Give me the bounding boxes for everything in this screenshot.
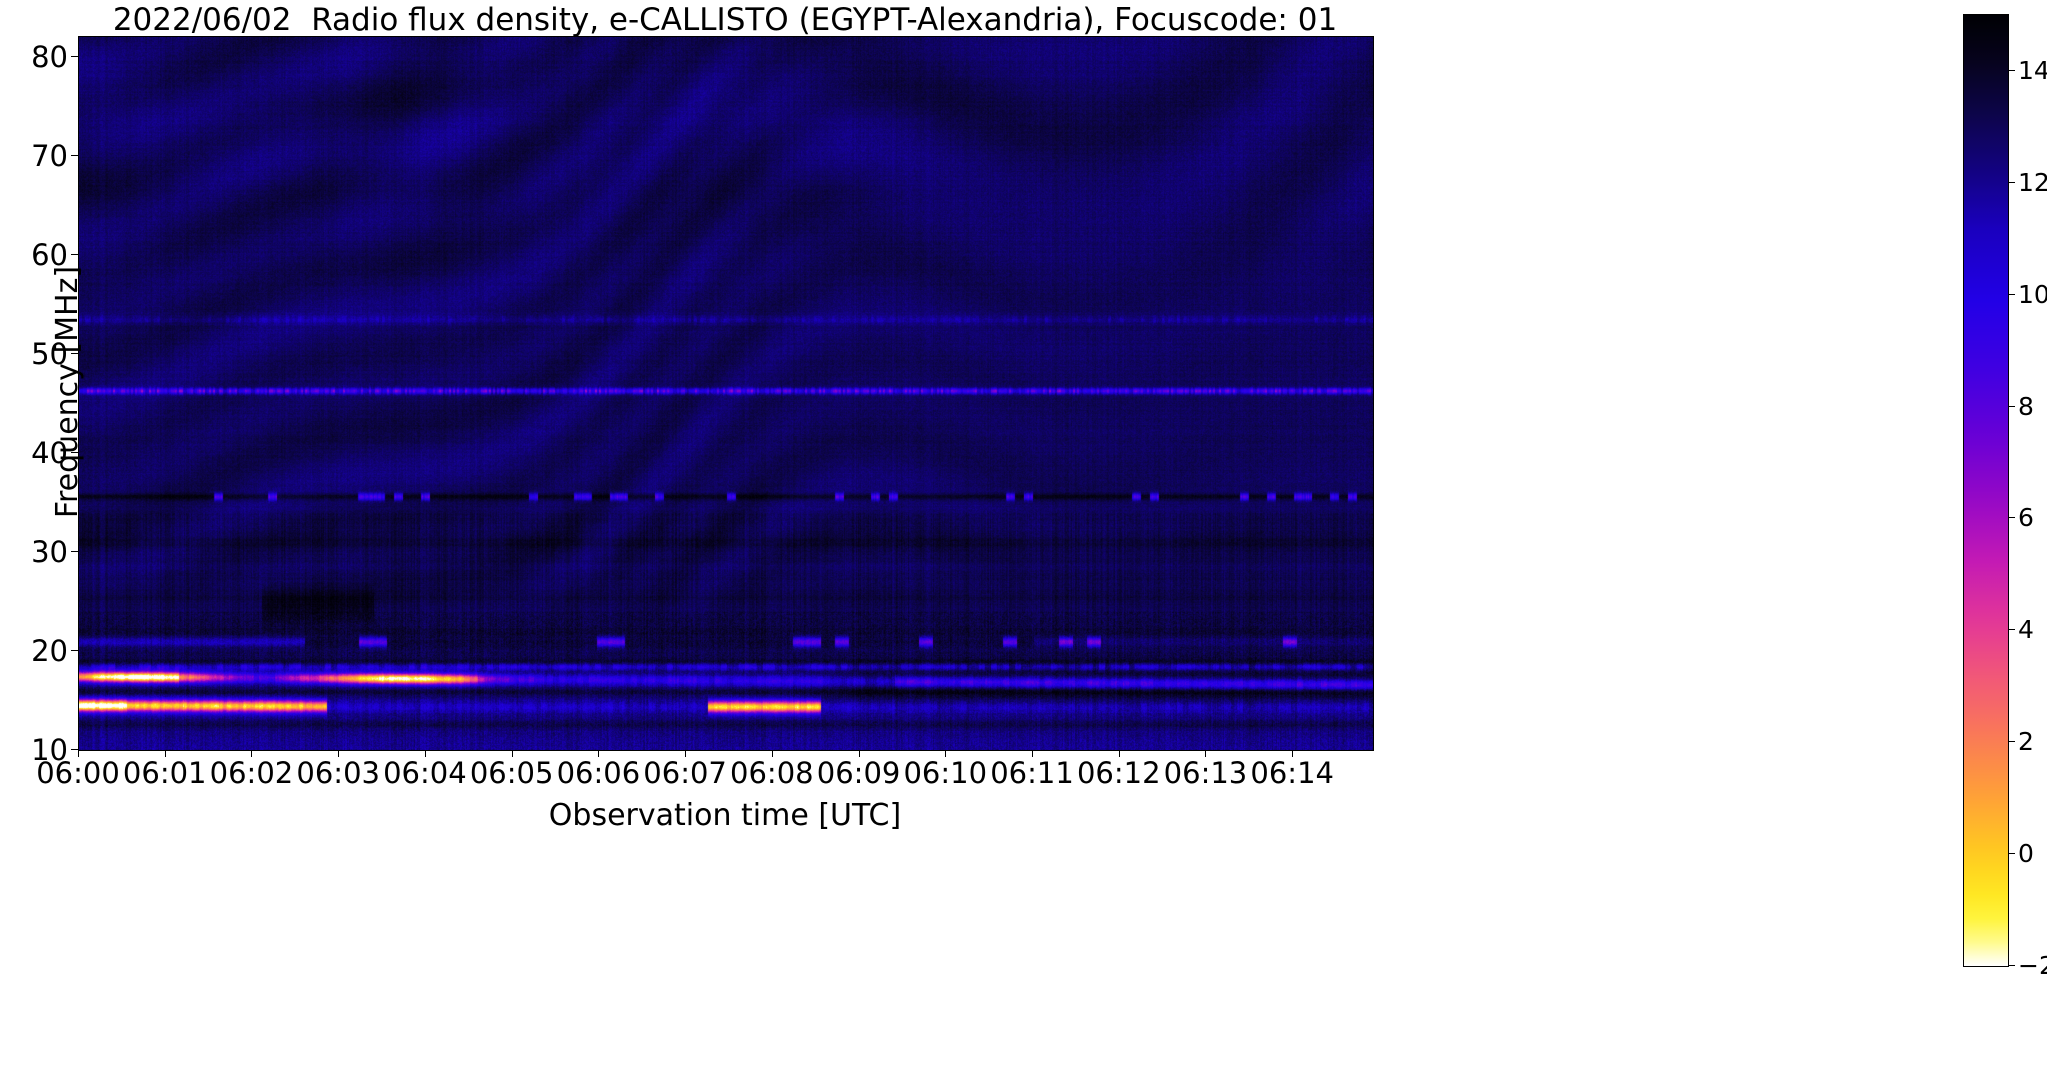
x-axis-tick-mark (945, 750, 947, 757)
spectrogram-heatmap (79, 37, 1373, 750)
x-axis-tick-mark (424, 750, 426, 757)
y-axis-tick-label: 70 (31, 138, 68, 173)
x-axis-tick-mark (338, 750, 340, 757)
y-axis-tick-label: 40 (31, 435, 68, 470)
colorbar-tick-label: 12 (2018, 167, 2047, 197)
x-axis-tick-mark (858, 750, 860, 757)
x-axis-tick-mark (598, 750, 600, 757)
colorbar-tick-label: 0 (2018, 839, 2034, 869)
colorbar-tick-mark (2008, 741, 2015, 743)
x-axis-tick-label: 06:12 (1076, 756, 1161, 790)
x-axis-tick-label: 06:11 (990, 756, 1074, 790)
x-axis-tick-label: 06:06 (556, 756, 641, 790)
x-axis-tick-mark (251, 750, 253, 757)
colorbar-tick-label: −2 (2018, 951, 2047, 980)
y-axis-tick-mark (71, 550, 78, 552)
colorbar-gradient (1964, 15, 2008, 966)
colorbar-tick-mark (2008, 853, 2015, 855)
y-axis-tick-label: 10 (31, 733, 68, 767)
x-axis-tick-mark (511, 750, 513, 757)
y-axis-tick-label: 20 (31, 633, 68, 668)
colorbar-tick-mark (2008, 629, 2015, 631)
x-axis-tick-mark (1205, 750, 1207, 757)
y-axis-tick-label: 60 (31, 237, 68, 272)
y-axis-tick-mark (71, 154, 78, 156)
x-axis-tick-label: 06:09 (816, 756, 901, 790)
y-axis-tick-mark (71, 352, 78, 354)
colorbar-tick-label: 6 (2018, 503, 2034, 533)
colorbar-tick-mark (2008, 405, 2015, 407)
x-axis-tick-label: 06:01 (122, 756, 207, 790)
x-axis-tick-mark (78, 750, 79, 757)
colorbar-tick-label: 2 (2018, 727, 2034, 757)
y-axis-tick-label: 30 (31, 534, 68, 569)
x-axis-tick-label: 06:02 (209, 756, 294, 790)
x-axis-tick-label: 06:00 (36, 756, 120, 790)
x-axis-tick-mark (1292, 750, 1294, 757)
colorbar (1963, 14, 2009, 967)
x-axis-tick-label: 06:04 (383, 756, 467, 790)
spectrogram-axes (78, 36, 1374, 751)
y-axis-tick-label: 50 (31, 336, 68, 371)
y-axis-tick-mark (71, 649, 78, 651)
x-axis-tick-label: 06:05 (469, 756, 554, 790)
colorbar-tick-mark (2008, 69, 2015, 71)
y-axis-tick-mark (71, 749, 78, 750)
page-title: 2022/06/02 Radio flux density, e-CALLIST… (112, 2, 1338, 38)
x-axis-label: Observation time [UTC] (548, 798, 902, 833)
colorbar-tick-mark (2008, 517, 2015, 519)
y-axis-tick-mark (71, 451, 78, 453)
y-axis-tick-mark (71, 253, 78, 255)
colorbar-tick-label: 4 (2018, 615, 2034, 645)
x-axis-tick-label: 06:10 (903, 756, 988, 790)
colorbar-tick-mark (2008, 965, 2015, 966)
x-axis-tick-label: 06:13 (1163, 756, 1248, 790)
x-axis-tick-label: 06:07 (643, 756, 727, 790)
x-axis-tick-label: 06:14 (1250, 756, 1334, 790)
x-axis-tick-label: 06:08 (730, 756, 814, 790)
y-axis-tick-mark (71, 55, 78, 57)
x-axis-tick-mark (1118, 750, 1120, 757)
colorbar-tick-label: 10 (2018, 279, 2047, 309)
x-axis-tick-label: 06:03 (296, 756, 380, 790)
colorbar-tick-mark (2008, 181, 2015, 183)
x-axis-tick-mark (771, 750, 773, 757)
colorbar-tick-label: 14 (2018, 55, 2047, 85)
colorbar-tick-mark (2008, 293, 2015, 295)
colorbar-tick-label: 8 (2018, 391, 2034, 421)
x-axis-tick-mark (1032, 750, 1034, 757)
x-axis-tick-mark (685, 750, 687, 757)
y-axis-tick-label: 80 (31, 39, 68, 74)
x-axis-tick-mark (164, 750, 166, 757)
